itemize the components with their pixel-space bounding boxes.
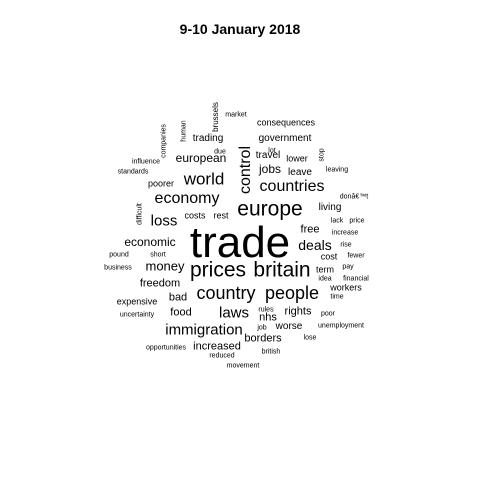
word-11: loss (150, 212, 178, 230)
word-69: unemployment (318, 322, 364, 330)
word-50: leaving (325, 166, 349, 174)
word-22: rights (284, 305, 312, 318)
word-7: economy (154, 190, 220, 207)
word-25: increased (193, 340, 241, 353)
word-32: leave (288, 167, 312, 178)
word-66: poor (320, 310, 336, 318)
word-42: brussels (211, 102, 220, 132)
word-51: donâ€™t (339, 193, 369, 201)
word-55: increase (331, 229, 359, 237)
word-28: trading (192, 133, 224, 144)
word-36: poorer (147, 178, 175, 189)
word-15: economic (124, 235, 176, 249)
word-8: world (183, 169, 225, 189)
word-35: cost (320, 251, 338, 262)
word-71: opportunities (145, 344, 187, 352)
word-58: short (150, 251, 166, 259)
word-2: britain (253, 258, 311, 282)
word-29: travel (255, 150, 281, 161)
word-4: country (196, 283, 256, 303)
word-37: costs (184, 210, 206, 221)
word-16: jobs (258, 162, 282, 176)
word-52: difficult (136, 203, 144, 225)
word-62: idea (318, 275, 332, 283)
word-70: lose (303, 334, 317, 342)
word-65: rules (258, 306, 274, 314)
word-57: pound (109, 251, 129, 259)
word-40: consequences (256, 117, 316, 128)
word-3: europe (237, 197, 303, 221)
word-9: countries (259, 178, 325, 195)
word-19: freedom (139, 277, 181, 290)
word-20: food (170, 306, 192, 319)
word-13: deals (298, 237, 332, 253)
word-56: rise (340, 241, 352, 249)
word-44: companies (160, 124, 168, 158)
word-67: uncertainty (119, 311, 155, 319)
word-53: lack (330, 217, 344, 225)
word-0: trade (189, 218, 291, 267)
word-74: movement (226, 362, 260, 370)
word-59: business (104, 264, 132, 272)
word-5: people (264, 283, 320, 303)
word-43: human (180, 120, 188, 142)
word-21: bad (168, 291, 188, 304)
word-61: pay (342, 263, 354, 271)
word-12: laws (218, 304, 250, 322)
word-46: lot (268, 147, 276, 155)
word-33: worse (275, 321, 303, 332)
word-26: workers (330, 282, 362, 293)
word-27: expensive (116, 296, 158, 307)
word-1: prices (189, 258, 247, 282)
chart-title: 9-10 January 2018 (179, 21, 301, 37)
word-23: nhs (259, 311, 277, 324)
word-54: price (349, 217, 365, 225)
word-30: government (258, 133, 312, 144)
word-68: job (257, 324, 267, 332)
word-10: control (237, 145, 254, 195)
word-47: stop (318, 148, 326, 162)
word-73: reduced (209, 352, 235, 360)
word-72: british (261, 348, 281, 356)
word-17: european (175, 151, 227, 165)
word-24: borders (244, 332, 282, 345)
word-39: lower (286, 153, 308, 164)
word-6: immigration (165, 321, 243, 339)
word-38: rest (213, 210, 229, 221)
word-63: financial (343, 275, 369, 283)
word-18: free (300, 223, 320, 236)
word-45: due (214, 148, 226, 156)
word-14: money (145, 258, 185, 274)
word-31: living (318, 202, 342, 213)
word-64: time (330, 293, 344, 301)
word-41: market (225, 111, 247, 119)
word-34: term (316, 264, 334, 275)
word-49: standards (117, 168, 149, 176)
word-48: influence (131, 158, 161, 166)
word-60: fewer (347, 252, 365, 260)
